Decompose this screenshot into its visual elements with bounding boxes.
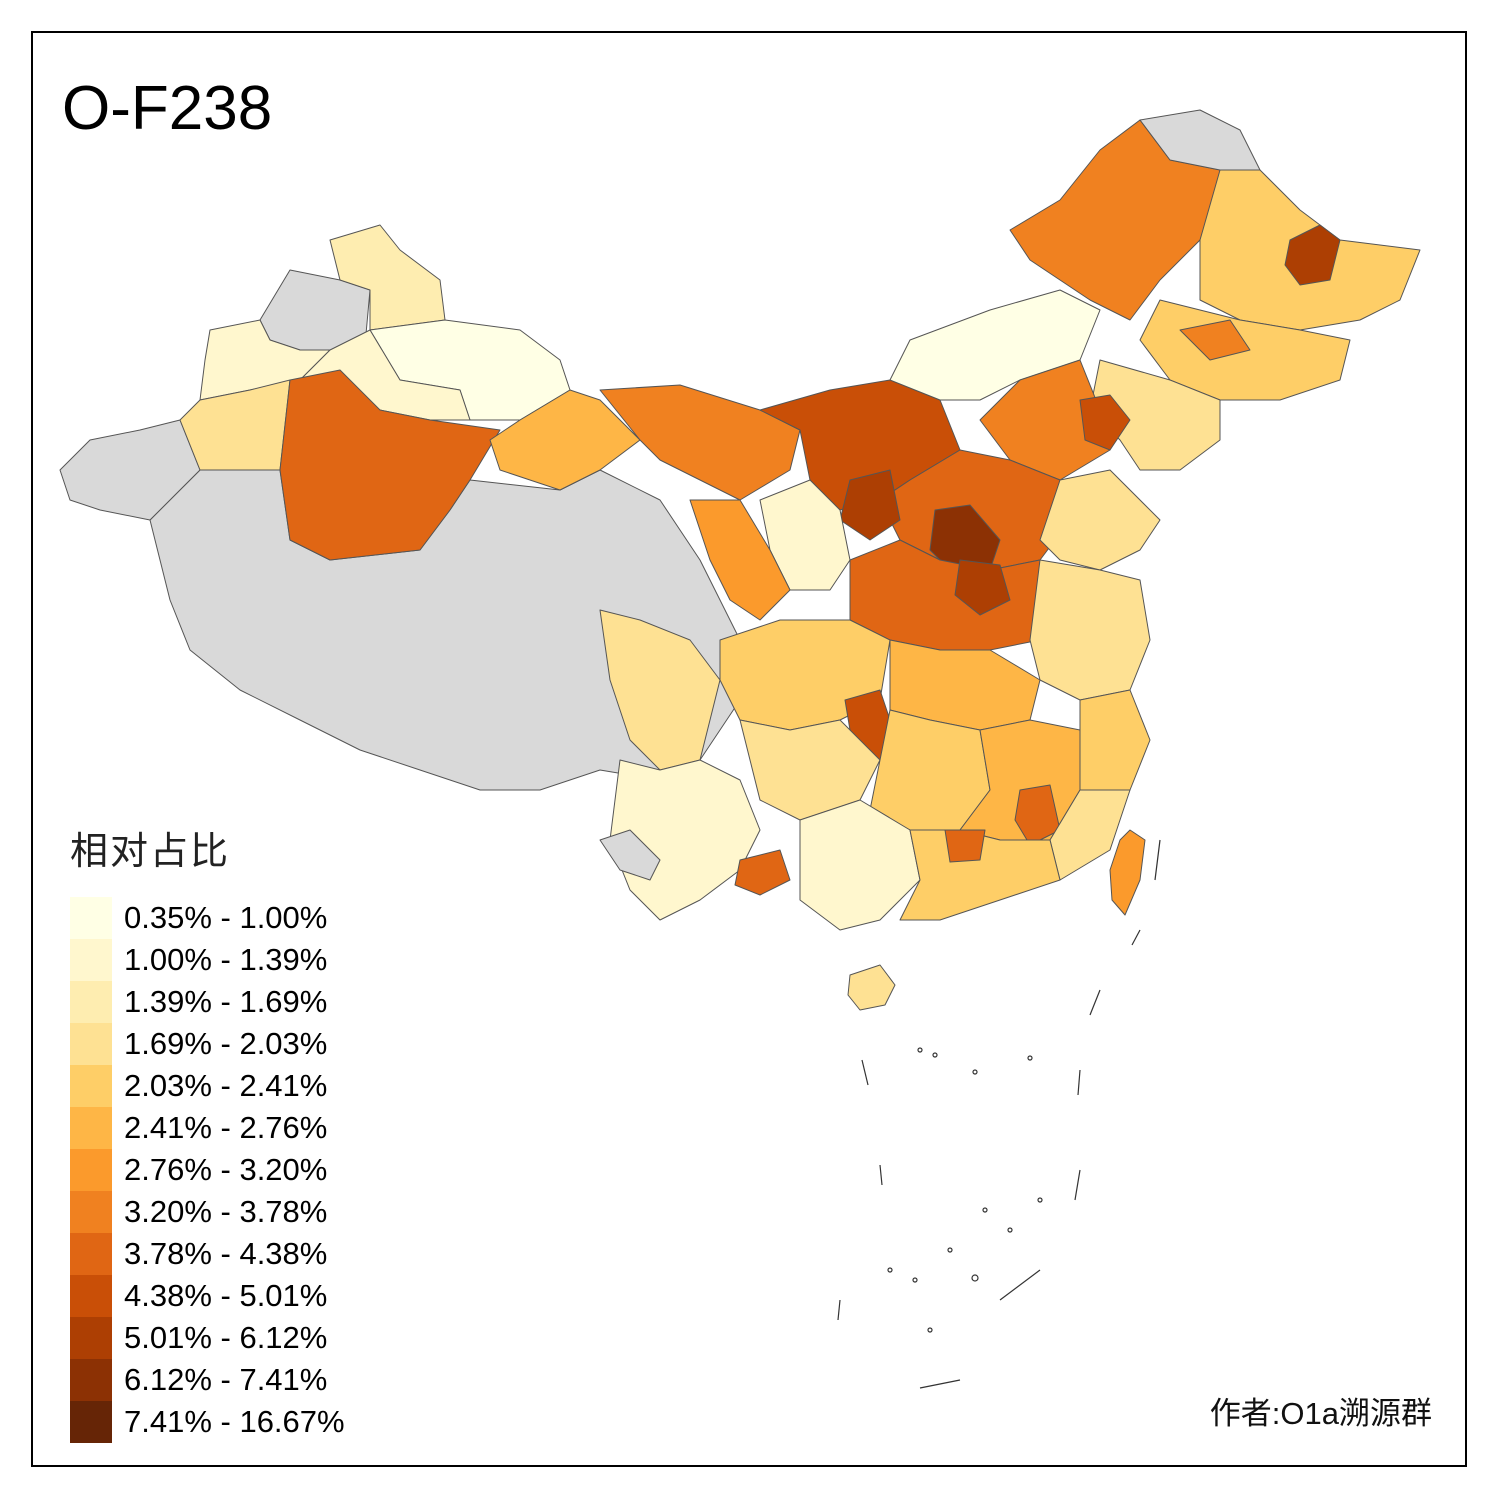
region-taiwan: [1109, 829, 1146, 916]
region-fujian: [1049, 789, 1131, 881]
region-gansu-orange: [689, 499, 791, 621]
region-hexi-corridor: [489, 389, 641, 491]
legend-row: 1.00% - 1.39%: [70, 939, 345, 981]
region-zhejiang: [1079, 689, 1151, 791]
legend-swatch: [70, 1359, 112, 1401]
legend-row: 7.41% - 16.67%: [70, 1401, 345, 1443]
region-jiangxi-orange: [1014, 784, 1061, 846]
legend-row: 1.39% - 1.69%: [70, 981, 345, 1023]
region-ordos-dark: [839, 469, 901, 541]
legend-label: 1.00% - 1.39%: [124, 942, 328, 977]
legend-row: 2.41% - 2.76%: [70, 1107, 345, 1149]
legend: 相对占比 0.35% - 1.00% 1.00% - 1.39% 1.39% -…: [70, 820, 345, 1443]
region-henan-hotspot: [954, 559, 1011, 616]
region-xinjiang-central-light: [179, 379, 291, 471]
legend-label: 5.01% - 6.12%: [124, 1320, 328, 1355]
legend-row: 6.12% - 7.41%: [70, 1359, 345, 1401]
map-title: O-F238: [62, 74, 273, 143]
legend-label: 4.38% - 5.01%: [124, 1278, 328, 1313]
legend-label: 6.12% - 7.41%: [124, 1362, 328, 1397]
region-inner-mongolia-west: [599, 384, 801, 501]
legend-label: 1.69% - 2.03%: [124, 1026, 328, 1061]
legend-row: 4.38% - 5.01%: [70, 1275, 345, 1317]
legend-label: 7.41% - 16.67%: [124, 1404, 345, 1439]
legend-rows: 0.35% - 1.00% 1.00% - 1.39% 1.39% - 1.69…: [70, 897, 345, 1443]
region-guangdong-orange: [944, 829, 986, 863]
legend-row: 2.03% - 2.41%: [70, 1065, 345, 1107]
region-guizhou: [739, 719, 881, 821]
legend-label: 2.03% - 2.41%: [124, 1068, 328, 1103]
region-heilongjiang-hotspot: [1284, 224, 1341, 286]
south-china-sea-islands: [837, 839, 1161, 1389]
legend-swatch: [70, 1065, 112, 1107]
legend-swatch: [70, 981, 112, 1023]
region-jiangsu-anhui: [1029, 559, 1151, 701]
legend-row: 5.01% - 6.12%: [70, 1317, 345, 1359]
legend-label: 2.41% - 2.76%: [124, 1110, 328, 1145]
legend-swatch: [70, 1023, 112, 1065]
map-frame: [31, 31, 1467, 1467]
legend-swatch: [70, 1191, 112, 1233]
region-tarim-orange: [279, 369, 501, 561]
legend-swatch: [70, 1233, 112, 1275]
legend-label: 3.20% - 3.78%: [124, 1194, 328, 1229]
region-jilin-orange: [1179, 319, 1251, 361]
region-hainan: [847, 964, 896, 1011]
region-yunnan-nodata: [599, 829, 661, 881]
legend-row: 0.35% - 1.00%: [70, 897, 345, 939]
legend-label: 0.35% - 1.00%: [124, 900, 328, 935]
legend-row: 2.76% - 3.20%: [70, 1149, 345, 1191]
region-hebei-dark: [1079, 394, 1131, 451]
legend-row: 3.20% - 3.78%: [70, 1191, 345, 1233]
region-guangxi: [799, 799, 921, 931]
legend-swatch: [70, 1401, 112, 1443]
legend-row: 1.69% - 2.03%: [70, 1023, 345, 1065]
legend-swatch: [70, 939, 112, 981]
legend-swatch: [70, 1149, 112, 1191]
legend-row: 3.78% - 4.38%: [70, 1233, 345, 1275]
legend-title: 相对占比: [70, 831, 231, 873]
legend-label: 3.78% - 4.38%: [124, 1236, 328, 1271]
legend-label: 2.76% - 3.20%: [124, 1152, 328, 1187]
region-shandong: [1039, 469, 1161, 571]
legend-swatch: [70, 1275, 112, 1317]
legend-swatch: [70, 897, 112, 939]
legend-swatch: [70, 1317, 112, 1359]
region-hunan: [869, 709, 991, 831]
author-credit: 作者:O1a溯源群: [1209, 1396, 1432, 1431]
region-hebei-north: [979, 359, 1111, 481]
legend-swatch: [70, 1107, 112, 1149]
region-yunnan-orange: [734, 849, 791, 896]
legend-label: 1.39% - 1.69%: [124, 984, 328, 1019]
